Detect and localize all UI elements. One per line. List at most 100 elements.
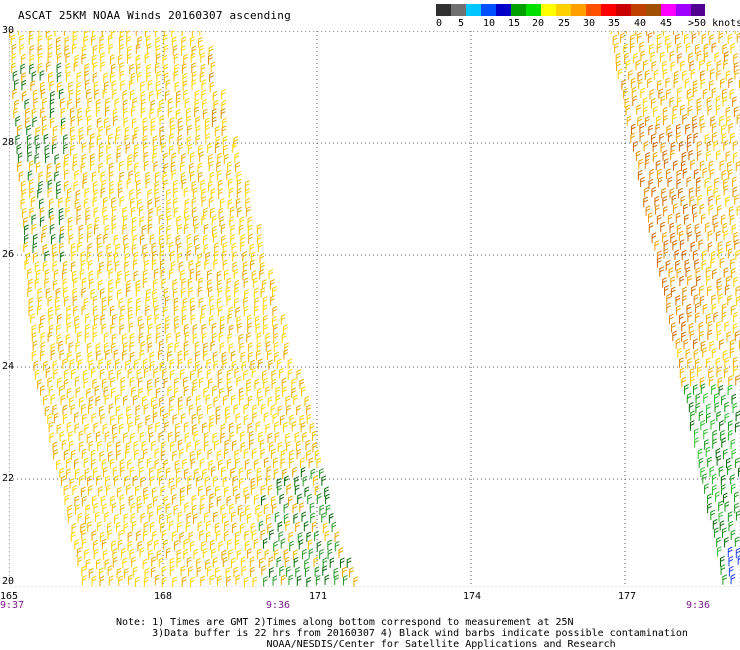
wind-barb: [165, 316, 170, 327]
wind-barb: [715, 95, 721, 106]
wind-barb: [610, 31, 612, 34]
wind-barb: [734, 421, 740, 433]
wind-barb: [145, 295, 151, 307]
wind-barb: [704, 483, 709, 494]
wind-barb: [210, 61, 216, 72]
wind-barb: [178, 143, 184, 155]
wind-barb: [216, 297, 222, 309]
wind-barb: [679, 239, 685, 250]
wind-barb: [284, 475, 289, 486]
wind-barb: [723, 230, 729, 241]
wind-barb: [234, 531, 240, 542]
wind-barb: [677, 96, 682, 108]
wind-barb: [142, 243, 148, 255]
wind-barb: [289, 457, 294, 469]
wind-barb: [110, 387, 116, 398]
wind-barb: [120, 504, 125, 515]
wind-barb: [706, 60, 712, 72]
wind-barb: [310, 512, 315, 524]
wind-barb: [44, 277, 50, 289]
wind-barb: [68, 430, 73, 442]
wind-barb: [180, 486, 185, 498]
wind-barb: [27, 170, 33, 181]
wind-barb: [41, 115, 47, 127]
wind-barb: [212, 332, 217, 343]
wind-barb: [324, 486, 329, 497]
wind-barb: [708, 367, 713, 378]
wind-barb: [137, 540, 143, 552]
wind-barb: [108, 286, 114, 298]
wind-barb: [723, 367, 729, 378]
wind-barb: [273, 341, 279, 353]
wind-barb: [695, 267, 701, 278]
wind-barb: [239, 394, 244, 406]
wind-barb: [74, 376, 80, 387]
note-line-1: Note: 1) Times are GMT 2)Times along bot…: [116, 617, 574, 628]
wind-barb: [130, 106, 136, 117]
wind-barb: [159, 115, 165, 126]
wind-barb: [637, 169, 643, 181]
wind-barb: [59, 349, 65, 360]
wind-barb: [680, 104, 685, 116]
wind-barb: [306, 449, 311, 461]
wind-barb: [698, 321, 704, 333]
wind-barb: [691, 31, 693, 35]
wind-barb: [205, 251, 211, 263]
wind-barb: [107, 529, 113, 540]
wind-barb: [48, 306, 53, 318]
wind-barb: [285, 432, 290, 444]
wind-barb: [59, 251, 65, 262]
wind-barb: [646, 31, 648, 36]
wind-barb: [21, 90, 27, 102]
wind-barb: [154, 171, 160, 183]
wind-barb: [175, 467, 181, 478]
wind-barb: [647, 212, 653, 223]
wind-barb: [719, 257, 725, 269]
wind-barb: [217, 575, 222, 586]
wind-barb: [70, 449, 76, 461]
wind-barb: [15, 115, 21, 127]
wind-barb: [85, 106, 91, 118]
wind-barb: [136, 188, 142, 200]
wind-barb: [714, 402, 720, 413]
wind-barb: [684, 259, 690, 270]
wind-barb: [695, 393, 701, 404]
wind-barb: [223, 448, 229, 459]
wind-barb: [51, 143, 57, 154]
wind-barb: [202, 468, 207, 480]
wind-barb: [699, 115, 705, 126]
wind-barb: [230, 557, 236, 568]
wind-barb: [226, 369, 232, 380]
wind-barb: [707, 502, 712, 514]
wind-barb: [704, 177, 710, 189]
wind-barb: [243, 369, 248, 381]
wind-barb: [53, 412, 59, 424]
wind-barb: [293, 557, 299, 568]
wind-barb: [11, 52, 17, 64]
wind-barb: [239, 511, 245, 522]
wind-barb: [639, 41, 645, 53]
wind-barb: [224, 530, 229, 541]
wind-barb: [684, 214, 689, 225]
wind-barb: [74, 54, 80, 65]
wind-barb: [90, 288, 96, 300]
wind-barb: [124, 475, 129, 487]
wind-barb: [207, 448, 213, 460]
wind-barb: [91, 54, 97, 66]
wind-barb: [88, 270, 94, 281]
wind-barb: [262, 369, 267, 381]
wind-barb: [258, 431, 264, 442]
wind-barb: [734, 239, 740, 250]
wind-barb: [273, 323, 278, 335]
wind-barb: [688, 52, 693, 63]
map-title: ASCAT 25KM NOAA Winds 20160307 ascending: [18, 9, 291, 22]
wind-barb: [84, 70, 90, 81]
wind-barb: [35, 126, 41, 138]
wind-barb: [159, 396, 164, 407]
wind-barb: [235, 493, 241, 504]
wind-barb: [673, 77, 679, 89]
wind-barb: [718, 248, 723, 259]
wind-barb: [120, 385, 126, 396]
wind-barb: [246, 332, 252, 343]
wind-barb: [86, 387, 91, 399]
